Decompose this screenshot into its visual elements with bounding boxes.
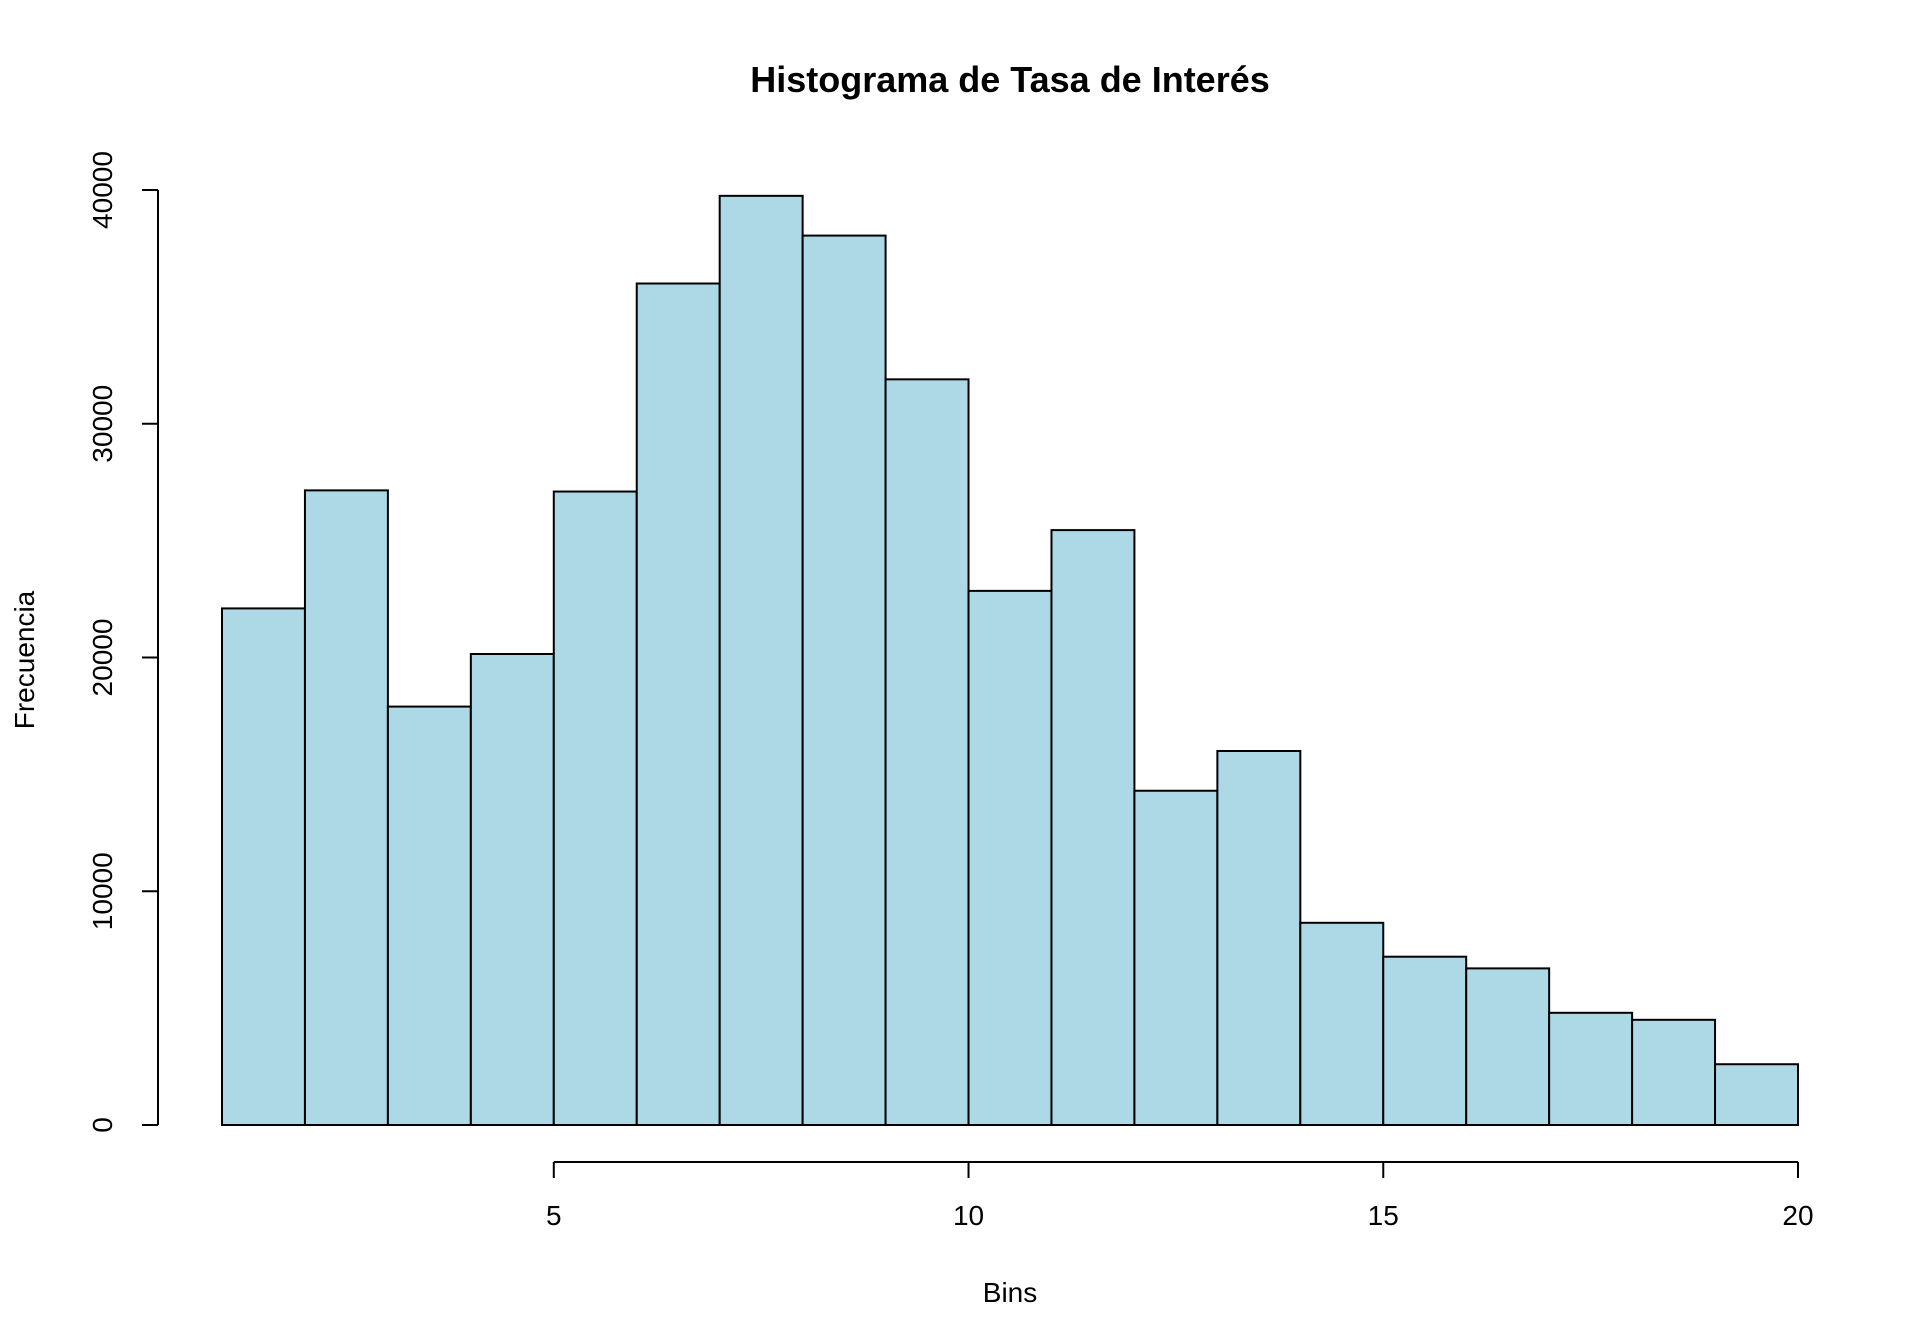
histogram-bar (1631, 1018, 1717, 1126)
histogram-bar (303, 489, 389, 1126)
x-tick-label: 5 (546, 1200, 562, 1231)
histogram-bar (635, 282, 721, 1126)
histogram-bar (801, 234, 887, 1127)
x-tick-label: 15 (1368, 1200, 1399, 1231)
histogram-bar (718, 194, 804, 1126)
y-tick-label: 10000 (87, 852, 118, 930)
histogram-bar (1465, 967, 1551, 1127)
histogram-bar (552, 490, 638, 1127)
histogram-bar (386, 705, 472, 1127)
histogram-bar (1714, 1063, 1799, 1126)
y-tick-label: 20000 (87, 619, 118, 697)
y-tick-label: 40000 (87, 151, 118, 229)
histogram-bar (1133, 789, 1219, 1126)
x-tick-label: 10 (953, 1200, 984, 1231)
bars-group (221, 194, 1799, 1127)
histogram-bar (1216, 750, 1302, 1126)
y-axis: 0 10000 20000 30000 40000 (87, 151, 159, 1133)
histogram-bar (221, 607, 306, 1126)
histogram-bar (1382, 955, 1468, 1127)
y-axis-label: Frecuencia (9, 590, 40, 729)
histogram-bar (1548, 1011, 1634, 1126)
x-axis-label: Bins (983, 1277, 1037, 1308)
y-tick-label: 30000 (87, 385, 118, 463)
y-tick-label: 0 (87, 1117, 118, 1133)
histogram-bar (884, 378, 970, 1126)
chart-title: Histograma de Tasa de Interés (750, 59, 1270, 100)
histogram-bar (1299, 921, 1385, 1127)
histogram-bar (1050, 529, 1136, 1126)
histogram-bar (967, 589, 1053, 1126)
x-axis: 5 10 15 20 (546, 1161, 1814, 1231)
histogram-bar (469, 652, 555, 1127)
x-tick-label: 20 (1782, 1200, 1813, 1231)
